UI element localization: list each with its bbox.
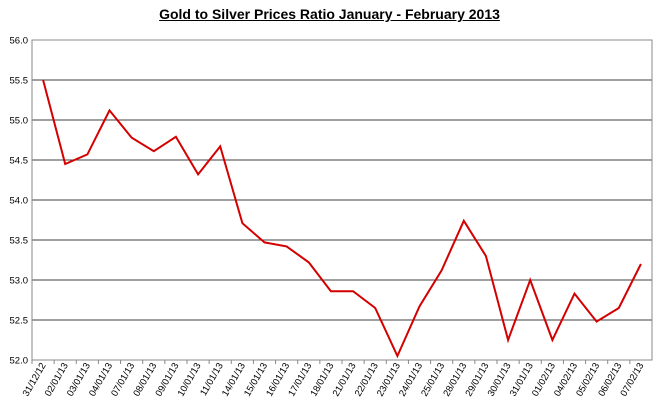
y-tick-label: 53.0 [10,276,29,287]
y-tick-label: 54.5 [10,156,29,167]
y-tick-label: 53.5 [10,236,29,247]
chart-title: Gold to Silver Prices Ratio January - Fe… [159,6,500,22]
y-tick-label: 52.0 [10,356,29,367]
y-tick-label: 56.0 [10,36,29,47]
y-axis: 52.0 52.5 53.0 53.5 54.0 54.5 55.0 55.5 56.0 [10,36,29,367]
y-tick-label: 55.0 [10,116,29,127]
x-axis: 31/12/1202/01/1303/01/1304/01/1307/01/13… [21,360,647,399]
y-tick-label: 54.0 [10,196,29,207]
gridlines [32,39,652,361]
y-tick-label: 55.5 [10,76,29,87]
series-line [42,79,642,359]
series-layer [42,79,642,359]
y-tick-label: 52.5 [10,316,29,327]
